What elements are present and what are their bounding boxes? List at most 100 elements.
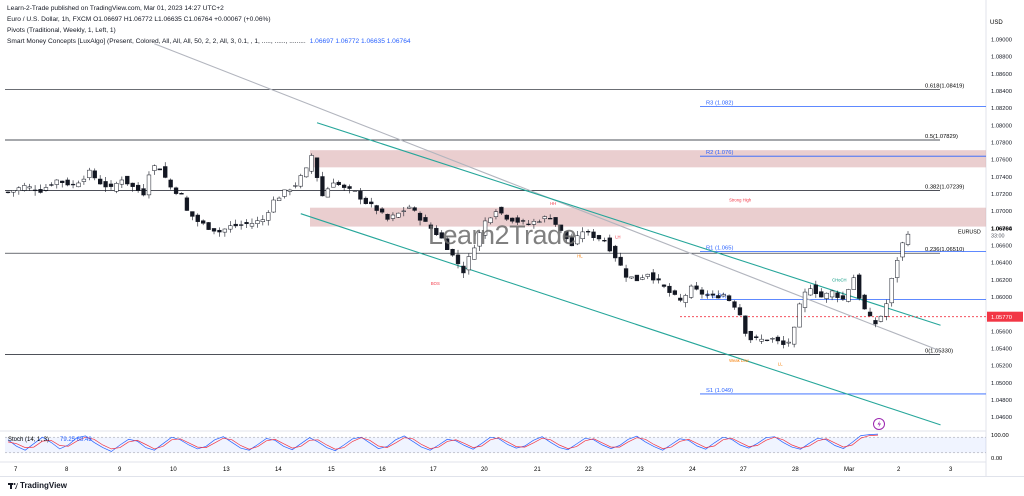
candle[interactable] xyxy=(428,222,434,231)
candle[interactable] xyxy=(271,196,276,213)
candle[interactable] xyxy=(423,214,428,222)
candle[interactable] xyxy=(716,290,721,299)
candle[interactable] xyxy=(455,249,461,269)
candle[interactable] xyxy=(103,177,108,192)
candle[interactable] xyxy=(477,231,482,252)
alert-icon[interactable] xyxy=(873,418,885,430)
candle[interactable] xyxy=(482,217,488,239)
candle[interactable] xyxy=(629,276,634,279)
candle[interactable] xyxy=(808,284,813,296)
candle[interactable] xyxy=(667,283,672,297)
candle[interactable] xyxy=(884,299,889,321)
candle[interactable] xyxy=(417,211,423,226)
candle[interactable] xyxy=(504,214,509,221)
candle[interactable] xyxy=(683,293,688,308)
candle[interactable] xyxy=(705,290,710,299)
candle[interactable] xyxy=(867,307,873,317)
candle[interactable] xyxy=(824,292,829,303)
candle[interactable] xyxy=(564,231,569,243)
candle[interactable] xyxy=(401,207,406,217)
candle[interactable] xyxy=(249,218,255,230)
candle[interactable] xyxy=(98,175,103,185)
candle[interactable] xyxy=(179,192,184,195)
candle[interactable] xyxy=(22,182,27,192)
candle[interactable] xyxy=(640,274,645,281)
candle[interactable] xyxy=(87,167,92,181)
candle[interactable] xyxy=(146,171,152,199)
time-axis[interactable]: 7 8 9 10 13 14 15 16 17 20 21 22 23 24 27 28 Mar 2 3 xyxy=(14,467,953,473)
candle[interactable] xyxy=(770,337,775,343)
marked-price-tag[interactable]: 1.05770 xyxy=(987,311,1023,322)
price-axis[interactable]: USD 1.09000 1.08800 1.08600 1.08400 1.08200 1.… xyxy=(990,20,1013,421)
candle[interactable] xyxy=(81,175,87,185)
candle[interactable] xyxy=(76,180,81,188)
candle[interactable] xyxy=(358,188,363,205)
candle[interactable] xyxy=(108,180,114,190)
candle[interactable] xyxy=(526,219,531,226)
candle[interactable] xyxy=(16,186,21,195)
candle[interactable] xyxy=(645,273,650,280)
candle[interactable] xyxy=(379,207,385,214)
candle[interactable] xyxy=(520,218,526,225)
candle[interactable] xyxy=(591,228,596,241)
candle[interactable] xyxy=(238,220,244,230)
candle[interactable] xyxy=(743,315,748,337)
candle[interactable] xyxy=(390,212,396,222)
candle[interactable] xyxy=(634,274,640,282)
candle[interactable] xyxy=(759,334,764,345)
candle[interactable] xyxy=(352,190,358,193)
candle[interactable] xyxy=(385,213,390,222)
candle[interactable] xyxy=(569,233,575,247)
candle[interactable] xyxy=(157,168,162,171)
candle[interactable] xyxy=(721,292,726,297)
candle[interactable] xyxy=(222,228,228,237)
candle[interactable] xyxy=(791,326,797,348)
candle[interactable] xyxy=(585,229,591,236)
candle[interactable] xyxy=(125,175,130,186)
candle[interactable] xyxy=(434,225,439,236)
candle[interactable] xyxy=(580,227,585,243)
candle[interactable] xyxy=(699,287,705,299)
candle[interactable] xyxy=(764,339,770,342)
candle[interactable] xyxy=(623,264,629,282)
candle[interactable] xyxy=(558,224,564,234)
candle[interactable] xyxy=(5,191,11,194)
candle[interactable] xyxy=(341,183,347,191)
candle[interactable] xyxy=(309,153,314,174)
candle[interactable] xyxy=(336,180,341,186)
candle[interactable] xyxy=(152,164,157,175)
candle[interactable] xyxy=(493,209,499,220)
candle[interactable] xyxy=(656,274,661,284)
candle[interactable] xyxy=(488,217,493,225)
candle[interactable] xyxy=(114,181,119,194)
candle[interactable] xyxy=(130,182,135,192)
candle[interactable] xyxy=(439,230,444,239)
candle[interactable] xyxy=(840,291,846,302)
candle[interactable] xyxy=(287,188,293,196)
candle[interactable] xyxy=(466,253,471,275)
candle[interactable] xyxy=(846,288,851,303)
candle[interactable] xyxy=(11,190,16,197)
candle[interactable] xyxy=(298,173,303,189)
candle[interactable] xyxy=(531,218,537,229)
candle[interactable] xyxy=(618,252,623,266)
candle[interactable] xyxy=(889,277,894,307)
candle[interactable] xyxy=(70,180,76,189)
candle[interactable] xyxy=(54,179,59,189)
candle[interactable] xyxy=(732,300,737,310)
candle[interactable] xyxy=(537,219,542,224)
candle[interactable] xyxy=(255,216,260,228)
candle[interactable] xyxy=(450,248,455,257)
candle[interactable] xyxy=(184,195,190,212)
candle[interactable] xyxy=(878,315,884,323)
candle[interactable] xyxy=(862,293,867,310)
candle[interactable] xyxy=(293,182,298,189)
candle[interactable] xyxy=(602,237,607,243)
candle[interactable] xyxy=(49,182,54,187)
pivots-line[interactable]: Pivots (Traditional, Weekly, 1, Left, 1) xyxy=(7,27,116,34)
candle[interactable] xyxy=(407,204,412,209)
candle[interactable] xyxy=(613,244,618,262)
candle[interactable] xyxy=(412,206,417,212)
candle[interactable] xyxy=(260,215,265,226)
candle[interactable] xyxy=(163,162,168,179)
